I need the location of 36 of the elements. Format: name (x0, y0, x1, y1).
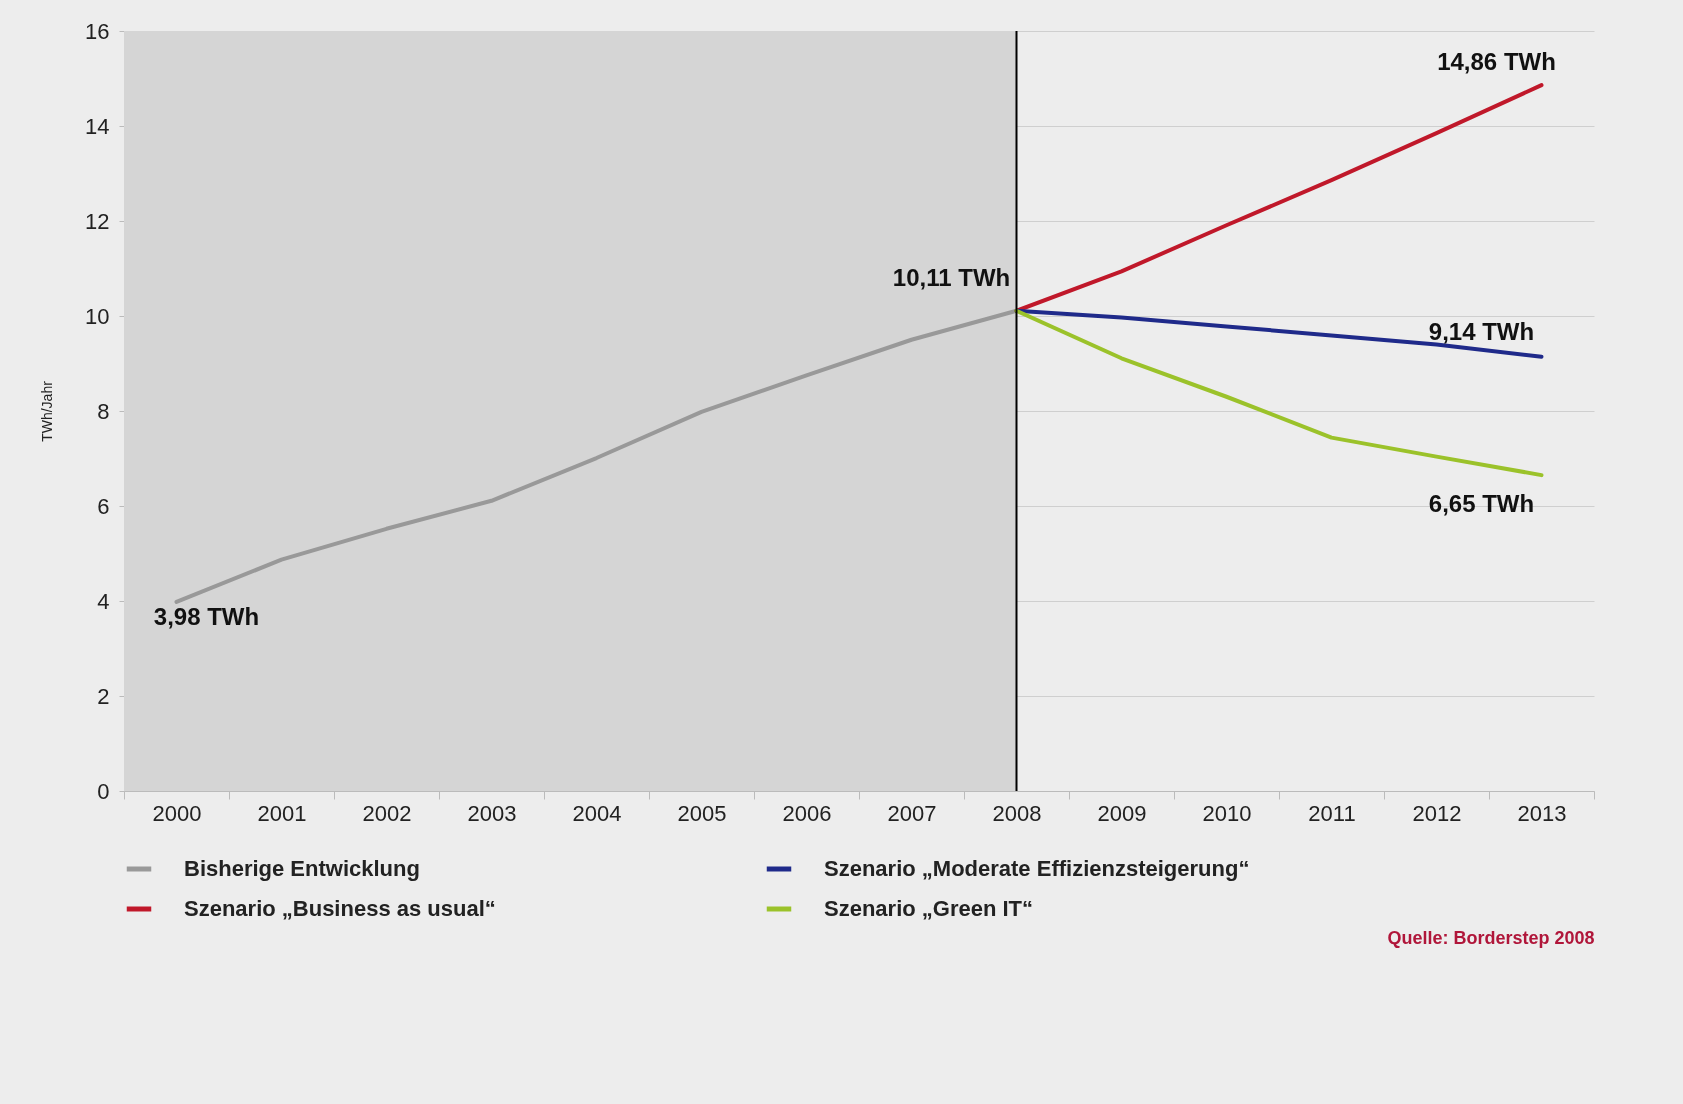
x-tick-label: 2013 (1517, 800, 1567, 826)
y-tick-label: 16 (85, 18, 110, 44)
x-tick-label: 2010 (1202, 800, 1252, 826)
y-tick-label: 12 (85, 208, 110, 234)
source-note: Quelle: Borderstep 2008 (1387, 928, 1595, 948)
x-tick-label: 2009 (1097, 800, 1147, 826)
annotation: 10,11 TWh (892, 263, 1011, 291)
y-tick-label: 14 (85, 113, 110, 139)
line-series (1014, 308, 1544, 478)
x-tick-label: 2012 (1412, 800, 1462, 826)
legend-label: Szenario „Business as usual“ (184, 896, 496, 921)
annotation: 3,98 TWh (153, 602, 260, 630)
x-tick-label: 2002 (362, 800, 412, 826)
annotation: 9,14 TWh (1428, 317, 1535, 345)
x-tick-label: 2011 (1308, 800, 1356, 826)
x-tick-label: 2007 (887, 800, 937, 826)
y-tick-label: 10 (85, 303, 110, 329)
legend-label: Szenario „Green IT“ (824, 896, 1034, 921)
annotation: 14,86 TWh (1437, 48, 1556, 76)
legend-label: Bisherige Entwicklung (184, 856, 420, 881)
x-tick-label: 2004 (572, 800, 622, 826)
x-tick-label: 2001 (257, 800, 307, 826)
line-series (1014, 83, 1544, 313)
y-tick-label: 2 (97, 683, 110, 709)
y-tick-label: 0 (97, 778, 110, 804)
legend-label: Szenario „Moderate Effizienzsteigerung“ (824, 856, 1250, 881)
y-tick-label: 6 (97, 493, 110, 519)
y-tick-label: 4 (97, 588, 110, 614)
y-axis-title: TWh/Jahr (39, 380, 56, 442)
x-tick-label: 2005 (677, 800, 727, 826)
x-tick-label: 2000 (152, 800, 202, 826)
x-tick-label: 2003 (467, 800, 517, 826)
x-tick-label: 2008 (992, 800, 1042, 826)
y-tick-label: 8 (97, 398, 110, 424)
x-tick-label: 2006 (782, 800, 832, 826)
annotation: 6,65 TWh (1428, 490, 1535, 518)
